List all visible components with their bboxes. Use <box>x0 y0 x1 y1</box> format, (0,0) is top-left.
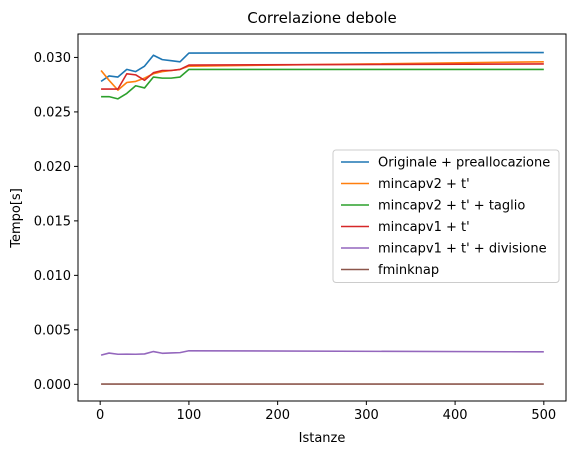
y-tick-label: 0.030 <box>34 51 71 66</box>
x-tick-label: 200 <box>265 408 290 423</box>
legend-label: mincapv2 + t' <box>378 177 470 192</box>
x-tick-label: 0 <box>96 408 104 423</box>
x-tick-label: 100 <box>176 408 201 423</box>
legend-label: fminknap <box>378 263 439 278</box>
series-line-4 <box>100 349 544 356</box>
plot-lines <box>100 51 544 385</box>
y-tick-label: 0.010 <box>34 269 71 284</box>
y-tick-label: 0.015 <box>34 214 71 229</box>
y-axis-label: Tempo[s] <box>9 188 24 249</box>
x-tick-label: 500 <box>531 408 556 423</box>
x-axis-label: Istanze <box>299 431 346 446</box>
y-tick-label: 0.020 <box>34 160 71 175</box>
y-tick-label: 0.025 <box>34 105 71 120</box>
legend: Originale + preallocazione mincapv2 + t' m… <box>332 149 560 283</box>
legend-label: mincapv1 + t' + divisione <box>378 242 547 257</box>
chart-title: Correlazione debole <box>247 9 397 27</box>
series-line-0 <box>100 51 544 83</box>
legend-label: mincapv2 + t' + taglio <box>378 199 525 214</box>
series-line-1 <box>100 60 544 91</box>
x-tick-label: 300 <box>354 408 379 423</box>
y-axis-ticks: 0.000 0.005 0.010 0.015 0.020 0.025 0.030 <box>34 51 78 393</box>
legend-box <box>332 149 560 283</box>
x-tick-label: 400 <box>443 408 468 423</box>
y-tick-label: 0.005 <box>34 323 71 338</box>
plot-frame <box>77 33 567 402</box>
x-axis-ticks: 0 100 200 300 400 500 <box>96 401 556 423</box>
legend-label: Originale + preallocazione <box>378 156 550 171</box>
series-line-2 <box>101 68 544 100</box>
series-line-3 <box>101 63 544 90</box>
y-tick-label: 0.000 <box>34 378 71 393</box>
legend-label: mincapv1 + t' <box>378 220 470 235</box>
